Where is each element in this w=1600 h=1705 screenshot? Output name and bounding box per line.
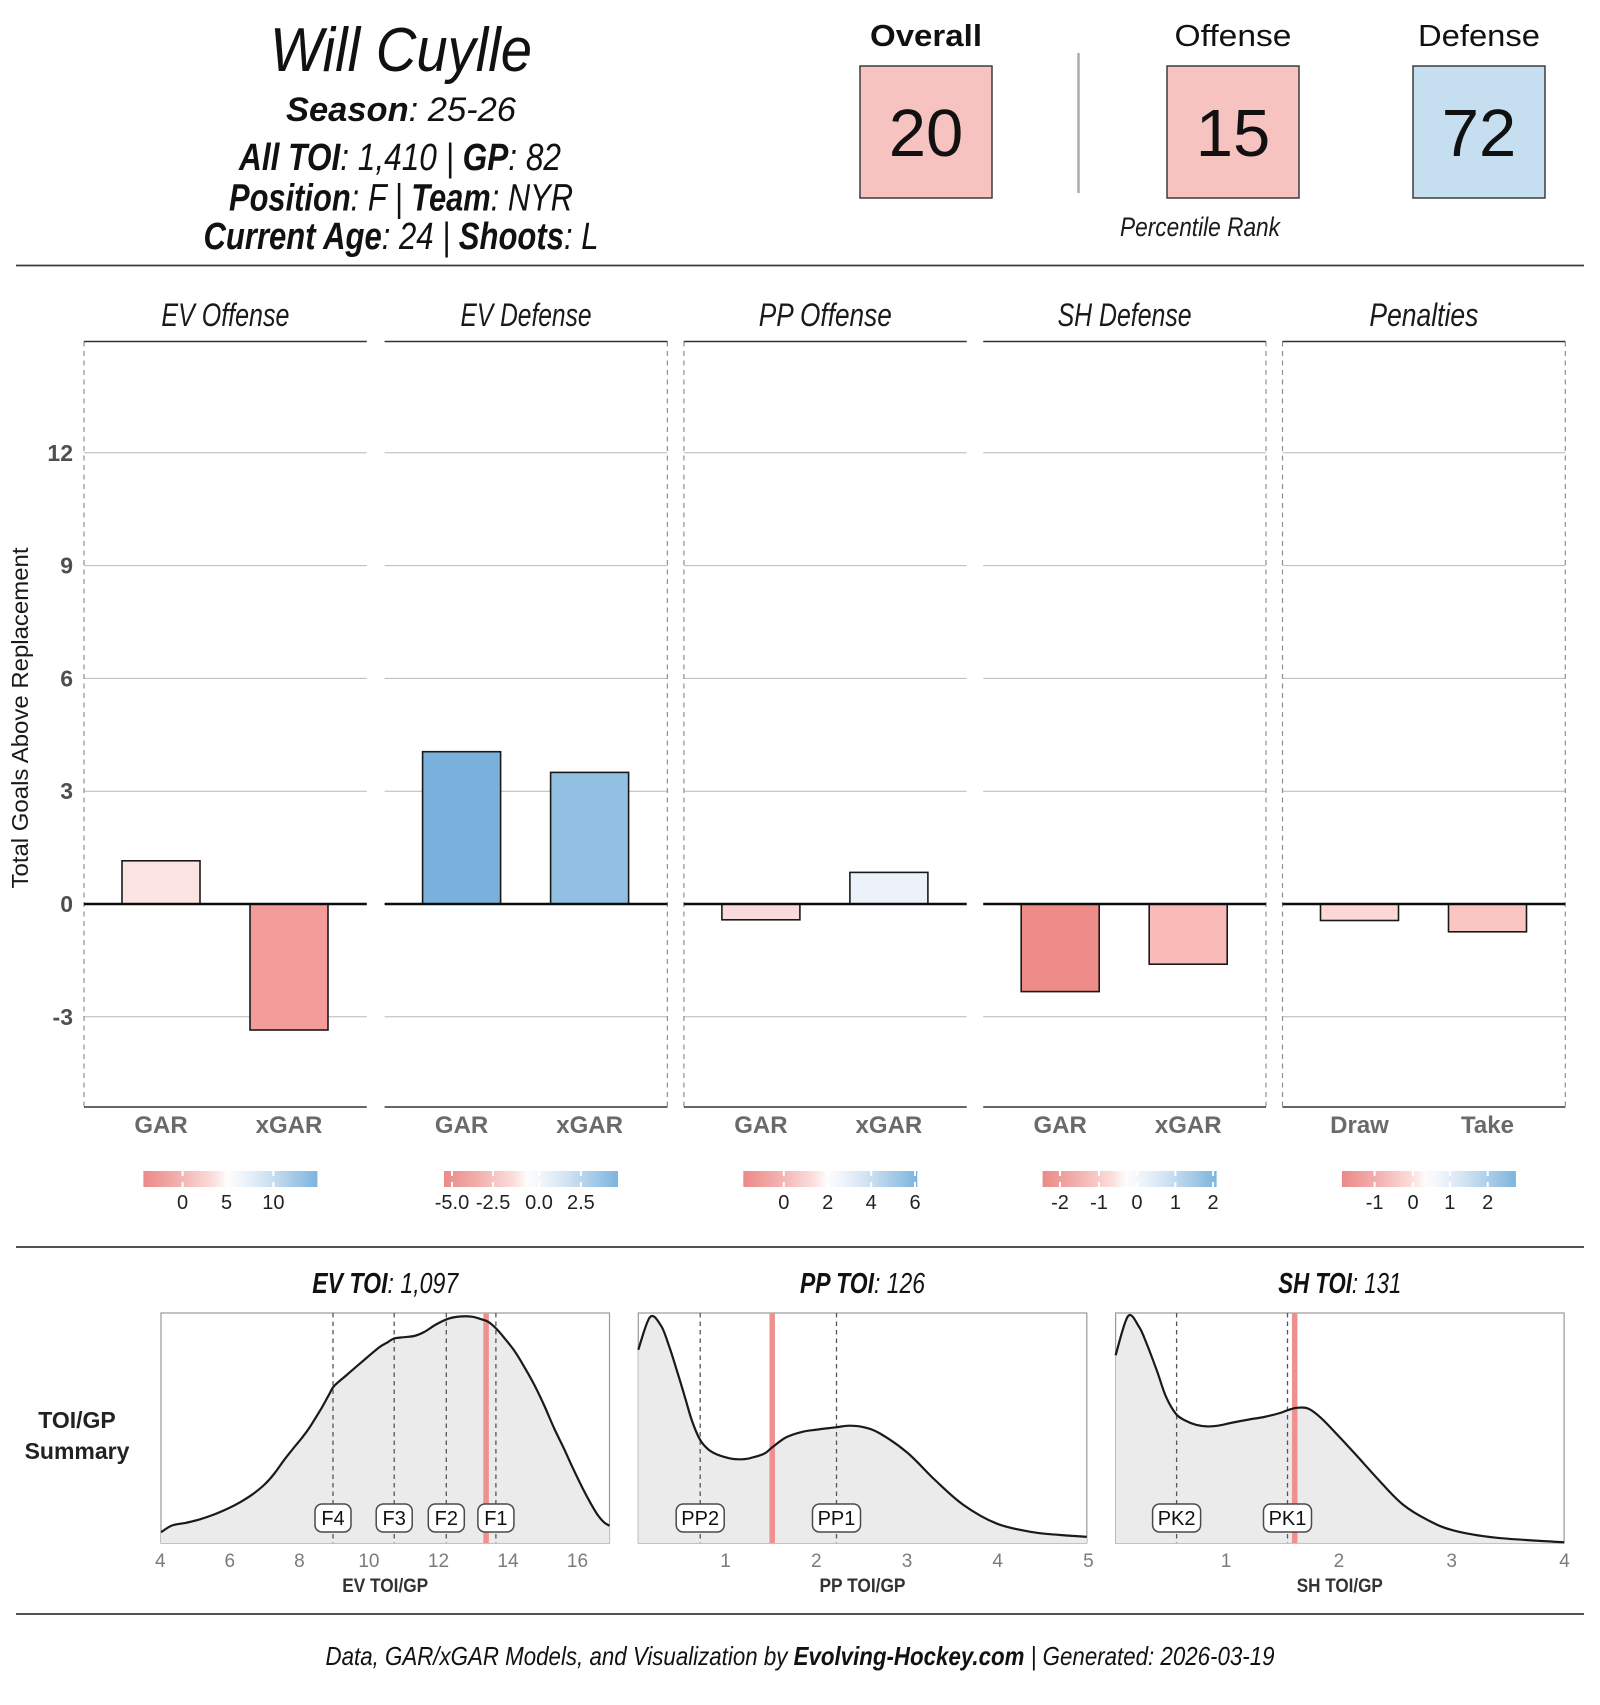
svg-text:PP Offense: PP Offense xyxy=(759,297,892,333)
svg-text:1: 1 xyxy=(1170,1192,1181,1214)
svg-text:15: 15 xyxy=(1196,96,1271,171)
svg-text:-3: -3 xyxy=(53,1004,73,1030)
svg-text:0: 0 xyxy=(1131,1192,1142,1214)
svg-text:2: 2 xyxy=(1334,1551,1345,1572)
svg-text:EV Offense: EV Offense xyxy=(161,297,289,333)
svg-text:EV TOI: 1,097: EV TOI: 1,097 xyxy=(312,1268,459,1300)
svg-text:xGAR: xGAR xyxy=(256,1112,323,1139)
svg-text:1: 1 xyxy=(1221,1551,1232,1572)
svg-text:5: 5 xyxy=(221,1192,232,1214)
svg-text:0: 0 xyxy=(778,1192,789,1214)
svg-text:6: 6 xyxy=(909,1192,920,1214)
svg-text:PP TOI/GP: PP TOI/GP xyxy=(820,1575,906,1597)
svg-text:F1: F1 xyxy=(484,1508,507,1530)
svg-text:0.0: 0.0 xyxy=(525,1192,553,1214)
svg-text:2: 2 xyxy=(1482,1192,1493,1214)
svg-text:Offense: Offense xyxy=(1175,18,1292,53)
svg-text:10: 10 xyxy=(262,1192,284,1214)
svg-text:SH TOI: 131: SH TOI: 131 xyxy=(1278,1268,1401,1300)
svg-text:Defense: Defense xyxy=(1418,18,1540,53)
svg-text:2: 2 xyxy=(822,1192,833,1214)
svg-text:3: 3 xyxy=(60,778,73,804)
svg-text:-2: -2 xyxy=(1051,1192,1069,1214)
svg-text:Overall: Overall xyxy=(870,18,982,53)
svg-text:SH Defense: SH Defense xyxy=(1058,297,1192,333)
svg-text:72: 72 xyxy=(1442,96,1517,171)
svg-text:PP TOI: 126: PP TOI: 126 xyxy=(800,1268,926,1300)
svg-text:PP1: PP1 xyxy=(818,1508,856,1530)
svg-text:14: 14 xyxy=(497,1551,519,1572)
svg-text:Data, GAR/xGAR Models, and Vis: Data, GAR/xGAR Models, and Visualization… xyxy=(326,1641,1275,1671)
svg-text:12: 12 xyxy=(428,1551,449,1572)
svg-text:0: 0 xyxy=(60,891,73,917)
svg-text:16: 16 xyxy=(567,1551,588,1572)
svg-text:Percentile Rank: Percentile Rank xyxy=(1120,212,1281,242)
svg-text:6: 6 xyxy=(225,1551,236,1572)
svg-text:2: 2 xyxy=(1208,1192,1219,1214)
svg-text:Current Age: 24 | Shoots: L: Current Age: 24 | Shoots: L xyxy=(204,216,599,258)
svg-text:TOI/GP: TOI/GP xyxy=(38,1407,116,1433)
svg-text:1: 1 xyxy=(720,1551,731,1572)
svg-text:4: 4 xyxy=(1559,1551,1570,1572)
svg-text:GAR: GAR xyxy=(734,1112,787,1139)
svg-text:0: 0 xyxy=(1408,1192,1419,1214)
svg-text:0: 0 xyxy=(177,1192,188,1214)
svg-text:xGAR: xGAR xyxy=(1155,1112,1222,1139)
svg-text:GAR: GAR xyxy=(134,1112,187,1139)
svg-text:PP2: PP2 xyxy=(681,1508,719,1530)
svg-text:20: 20 xyxy=(889,96,964,171)
svg-text:EV TOI/GP: EV TOI/GP xyxy=(342,1575,428,1597)
svg-text:Season: 25-26: Season: 25-26 xyxy=(286,91,516,129)
svg-text:4: 4 xyxy=(866,1192,877,1214)
svg-text:-1: -1 xyxy=(1090,1192,1108,1214)
svg-text:-5.0: -5.0 xyxy=(435,1192,469,1214)
svg-text:10: 10 xyxy=(358,1551,379,1572)
svg-text:F2: F2 xyxy=(435,1508,458,1530)
svg-text:F4: F4 xyxy=(321,1508,344,1530)
svg-text:8: 8 xyxy=(294,1551,305,1572)
svg-text:6: 6 xyxy=(60,665,73,691)
svg-text:-2.5: -2.5 xyxy=(476,1192,510,1214)
svg-text:GAR: GAR xyxy=(1034,1112,1087,1139)
svg-text:2: 2 xyxy=(811,1551,822,1572)
svg-text:4: 4 xyxy=(992,1551,1003,1572)
svg-text:F3: F3 xyxy=(383,1508,406,1530)
svg-text:Will Cuylle: Will Cuylle xyxy=(270,16,532,85)
svg-text:Draw: Draw xyxy=(1330,1112,1389,1139)
svg-text:9: 9 xyxy=(60,553,73,579)
svg-text:4: 4 xyxy=(155,1551,166,1572)
svg-text:Penalties: Penalties xyxy=(1369,297,1478,333)
svg-text:5: 5 xyxy=(1083,1551,1094,1572)
svg-text:3: 3 xyxy=(1446,1551,1457,1572)
svg-text:-1: -1 xyxy=(1366,1192,1384,1214)
svg-text:EV Defense: EV Defense xyxy=(461,297,592,333)
svg-text:PK1: PK1 xyxy=(1269,1508,1307,1530)
svg-text:Take: Take xyxy=(1461,1112,1514,1139)
svg-text:PK2: PK2 xyxy=(1158,1508,1196,1530)
svg-text:GAR: GAR xyxy=(435,1112,488,1139)
svg-text:2.5: 2.5 xyxy=(567,1192,595,1214)
svg-text:Total Goals Above Replacement: Total Goals Above Replacement xyxy=(7,547,33,889)
svg-text:1: 1 xyxy=(1444,1192,1455,1214)
svg-text:All TOI: 1,410 | GP: 82: All TOI: 1,410 | GP: 82 xyxy=(238,137,561,179)
svg-text:12: 12 xyxy=(47,440,73,466)
svg-text:Position: F | Team: NYR: Position: F | Team: NYR xyxy=(229,178,573,220)
svg-text:3: 3 xyxy=(902,1551,913,1572)
svg-text:Summary: Summary xyxy=(25,1438,130,1464)
svg-text:SH TOI/GP: SH TOI/GP xyxy=(1297,1575,1383,1597)
svg-text:xGAR: xGAR xyxy=(856,1112,923,1139)
svg-text:xGAR: xGAR xyxy=(556,1112,623,1139)
